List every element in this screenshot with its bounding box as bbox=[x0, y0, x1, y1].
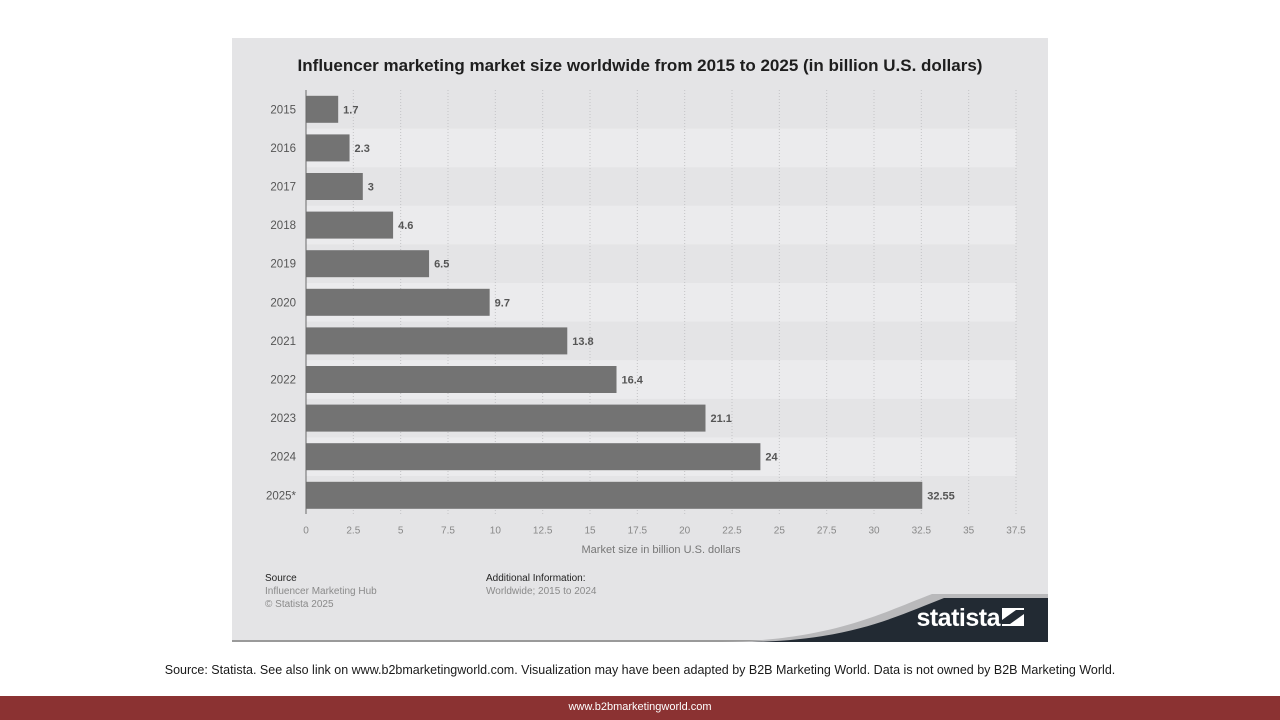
x-tick-label: 27.5 bbox=[817, 526, 837, 537]
y-tick-label: 2021 bbox=[270, 336, 296, 348]
x-tick-label: 0 bbox=[303, 526, 309, 537]
statista-logo-icon bbox=[1002, 608, 1024, 626]
y-tick-label: 2017 bbox=[270, 182, 296, 194]
y-tick-label: 2024 bbox=[270, 452, 296, 464]
footer-link[interactable]: www.b2bmarketingworld.com bbox=[568, 701, 712, 713]
bar bbox=[306, 211, 394, 239]
y-tick-label: 2018 bbox=[270, 220, 296, 232]
bar-value-label: 24 bbox=[765, 452, 778, 464]
x-tick-label: 12.5 bbox=[533, 526, 553, 537]
source-line-2: © Statista 2025 bbox=[265, 599, 334, 610]
x-tick-label: 17.5 bbox=[628, 526, 648, 537]
x-tick-label: 5 bbox=[398, 526, 404, 537]
y-tick-label: 2015 bbox=[270, 104, 296, 116]
chart-title: Influencer marketing market size worldwi… bbox=[297, 56, 983, 75]
brand-swoosh bbox=[752, 598, 1048, 642]
y-tick-label: 2025* bbox=[266, 490, 297, 502]
x-tick-label: 25 bbox=[774, 526, 786, 537]
x-tick-label: 35 bbox=[963, 526, 975, 537]
source-heading: Source bbox=[265, 573, 297, 584]
additional-info-heading[interactable]: Additional Information: bbox=[486, 573, 586, 584]
additional-info-line: Worldwide; 2015 to 2024 bbox=[486, 586, 597, 597]
bar bbox=[306, 134, 350, 162]
source-line-1: Influencer Marketing Hub bbox=[265, 586, 377, 597]
x-tick-label: 7.5 bbox=[441, 526, 455, 537]
bar bbox=[306, 404, 706, 432]
x-tick-label: 32.5 bbox=[912, 526, 932, 537]
y-tick-label: 2022 bbox=[270, 375, 296, 387]
bar bbox=[306, 288, 490, 316]
x-tick-label: 10 bbox=[490, 526, 502, 537]
bar-value-label: 9.7 bbox=[495, 297, 510, 309]
row-band bbox=[306, 128, 1016, 168]
row-band bbox=[306, 205, 1016, 245]
bar-value-label: 21.1 bbox=[710, 413, 731, 425]
x-axis-label: Market size in billion U.S. dollars bbox=[581, 544, 741, 556]
x-tick-label: 30 bbox=[868, 526, 880, 537]
bar bbox=[306, 327, 568, 355]
y-tick-label: 2023 bbox=[270, 413, 296, 425]
x-tick-label: 15 bbox=[584, 526, 596, 537]
bar bbox=[306, 95, 339, 123]
bar bbox=[306, 173, 363, 200]
x-tick-label: 20 bbox=[679, 526, 691, 537]
y-tick-label: 2020 bbox=[270, 297, 296, 309]
bar bbox=[306, 481, 923, 509]
bar-value-label: 1.7 bbox=[343, 104, 358, 116]
bar-value-label: 16.4 bbox=[622, 375, 644, 387]
y-tick-label: 2016 bbox=[270, 143, 296, 155]
bar-value-label: 4.6 bbox=[398, 220, 413, 232]
statista-logo-text[interactable]: statista bbox=[916, 604, 1000, 632]
bar-value-label: 3 bbox=[368, 182, 374, 194]
x-tick-label: 2.5 bbox=[346, 526, 360, 537]
x-tick-label: 37.5 bbox=[1006, 526, 1026, 537]
additional-info-block: Additional Information: Worldwide; 2015 … bbox=[486, 572, 596, 598]
bar bbox=[306, 443, 761, 471]
bar bbox=[306, 366, 617, 393]
bar-value-label: 13.8 bbox=[572, 336, 593, 348]
source-block: Source Influencer Marketing Hub © Statis… bbox=[265, 572, 377, 611]
source-caption: Source: Statista. See also link on www.b… bbox=[164, 663, 1116, 677]
y-tick-label: 2019 bbox=[270, 259, 296, 271]
bar bbox=[306, 250, 430, 278]
bar-value-label: 2.3 bbox=[355, 143, 370, 155]
footer-bar[interactable]: www.b2bmarketingworld.com bbox=[0, 696, 1280, 720]
chart-panel: 1.7 2.3 3 4.6 6.5 9.7 13.8 16.4 21.1 24 32.55 2015… bbox=[232, 38, 1048, 642]
bar-value-label: 32.55 bbox=[927, 490, 955, 502]
bar-value-label: 6.5 bbox=[434, 259, 449, 271]
x-tick-label: 22.5 bbox=[722, 526, 742, 537]
